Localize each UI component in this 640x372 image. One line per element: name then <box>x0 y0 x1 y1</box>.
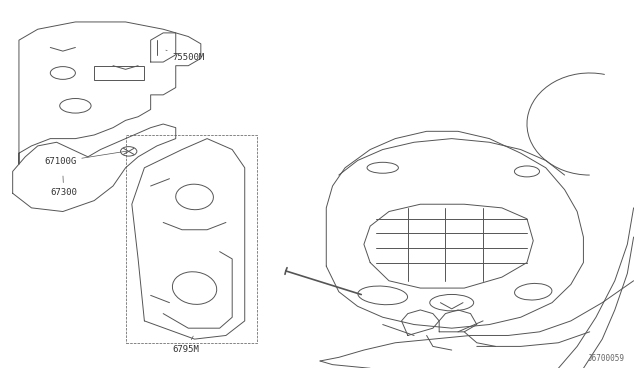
Text: J6700059: J6700059 <box>587 354 624 363</box>
Text: 67100G: 67100G <box>44 151 127 166</box>
Text: 67300: 67300 <box>51 176 77 197</box>
Text: 75500M: 75500M <box>166 50 205 62</box>
Text: 6795M: 6795M <box>173 336 200 354</box>
